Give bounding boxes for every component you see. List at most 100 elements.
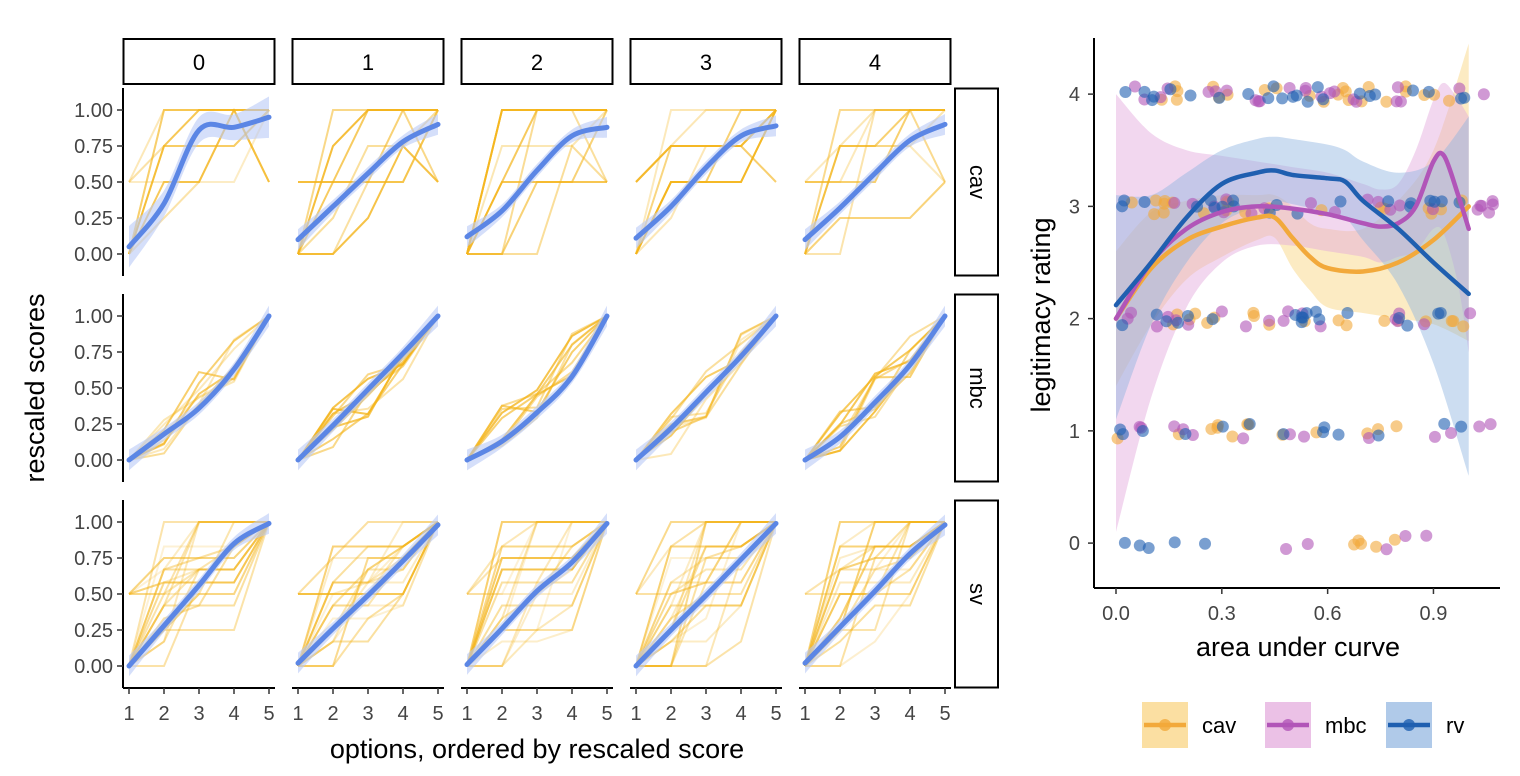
smooth-curve xyxy=(802,313,948,463)
facet-y-axis-label: rescaled scores xyxy=(20,293,50,482)
smooth-line-mbc xyxy=(1113,150,1471,321)
data-path xyxy=(297,521,439,667)
point-rv xyxy=(1334,195,1347,208)
point-rv xyxy=(1382,195,1395,208)
data-path xyxy=(297,521,439,667)
facet-panel-cav-0 xyxy=(126,96,272,268)
data-path xyxy=(635,521,777,595)
point-mbc xyxy=(1128,80,1141,93)
confidence-ribbon xyxy=(467,305,607,471)
point-mbc xyxy=(1394,95,1407,108)
data-path xyxy=(128,521,270,595)
point-rv xyxy=(1435,195,1448,208)
data-path xyxy=(298,144,439,255)
facet-x-tick-label: 5 xyxy=(770,703,781,725)
point-rv xyxy=(1432,307,1445,320)
data-path xyxy=(466,521,608,667)
point-cav xyxy=(1205,423,1218,436)
smooth-curve xyxy=(802,121,948,243)
point-rv xyxy=(1341,307,1354,320)
point-rv xyxy=(1301,95,1314,108)
data-path xyxy=(297,521,439,667)
facet-x-tick-label: 3 xyxy=(869,703,880,725)
point-mbc xyxy=(1168,196,1181,209)
scatter-chart: 0 1 2 3 4 0.0 0.3 0.6 0.9 xyxy=(1069,38,1500,625)
data-path xyxy=(297,521,439,667)
point-mbc xyxy=(1399,529,1412,542)
data-path xyxy=(467,144,608,255)
point-cav xyxy=(1247,306,1260,319)
facet-strip-row-sv xyxy=(954,499,999,689)
facet-strip-col-label: 1 xyxy=(362,50,374,75)
smooth-curve xyxy=(633,313,779,463)
smooth-curve xyxy=(464,124,610,240)
data-path xyxy=(804,521,946,667)
point-mbc xyxy=(1393,199,1406,212)
point-rv xyxy=(1401,319,1414,332)
data-path xyxy=(466,521,607,667)
data-path xyxy=(129,521,270,595)
facet-strip-col-4 xyxy=(798,38,952,85)
point-rv xyxy=(1133,539,1146,552)
data-path xyxy=(297,521,439,667)
point-rv xyxy=(1267,80,1280,93)
point-rv xyxy=(1216,420,1229,433)
point-rv xyxy=(1168,536,1181,549)
facet-x-tick-label: 2 xyxy=(496,703,507,725)
data-path xyxy=(129,521,270,595)
data-path xyxy=(804,145,946,183)
smooth-curve xyxy=(464,520,610,668)
facet-panel-mbc-1 xyxy=(295,305,441,471)
facet-y-tick-label: 0.25 xyxy=(74,208,113,230)
legend-label-cav: cav xyxy=(1202,713,1236,738)
data-path xyxy=(635,521,777,667)
facet-x-tick-label: 2 xyxy=(665,703,676,725)
data-path xyxy=(635,521,776,595)
point-mbc xyxy=(1453,82,1466,95)
scatter-x-tick-label: 0.0 xyxy=(1102,603,1130,625)
facet-y-tick-label: 0.50 xyxy=(74,172,113,194)
smooth-curve xyxy=(126,114,272,250)
smooth-curve xyxy=(295,313,441,463)
facet-panel-sv-1 xyxy=(295,514,441,674)
point-mbc xyxy=(1420,529,1433,542)
point-mbc xyxy=(1239,320,1252,333)
scatter-y-tick-label: 1 xyxy=(1069,421,1080,443)
point-cav xyxy=(1352,534,1365,547)
point-rv xyxy=(1136,424,1149,437)
point-rv xyxy=(1242,88,1255,101)
facet-strip-row-label: sv xyxy=(965,583,990,605)
data-path xyxy=(805,109,945,183)
facet-panel-mbc-4 xyxy=(802,305,948,471)
point-rv xyxy=(1116,319,1129,332)
data-path xyxy=(466,521,608,667)
point-rv xyxy=(1372,429,1385,442)
point-rv xyxy=(1181,309,1194,322)
facet-strip-col-label: 4 xyxy=(869,50,881,75)
facet-x-tick-label: 5 xyxy=(601,703,612,725)
point-mbc xyxy=(1418,318,1431,331)
facet-strip-col-1 xyxy=(291,38,445,85)
facet-x-tick-label: 4 xyxy=(566,703,577,725)
legend-point-mbc xyxy=(1282,719,1294,731)
data-path xyxy=(635,521,776,667)
point-rv xyxy=(1243,417,1256,430)
data-path xyxy=(128,521,269,667)
data-path xyxy=(635,521,777,667)
data-path xyxy=(804,521,946,667)
data-path xyxy=(466,521,607,667)
legend-point-cav xyxy=(1159,719,1171,731)
scatter-x-tick-label: 0.9 xyxy=(1420,603,1448,625)
scatter-y-tick-label: 4 xyxy=(1069,84,1080,106)
data-path xyxy=(467,521,608,667)
facet-panel-sv-2 xyxy=(464,513,610,675)
point-rv xyxy=(1369,88,1382,101)
point-rv xyxy=(1206,313,1219,326)
point-rv xyxy=(1318,421,1331,434)
point-rv xyxy=(1138,195,1151,208)
point-mbc xyxy=(1168,420,1181,433)
facet-strip-col-label: 2 xyxy=(531,50,543,75)
point-cav xyxy=(1443,94,1456,107)
smooth-curve xyxy=(464,313,610,463)
point-rv xyxy=(1118,194,1131,207)
